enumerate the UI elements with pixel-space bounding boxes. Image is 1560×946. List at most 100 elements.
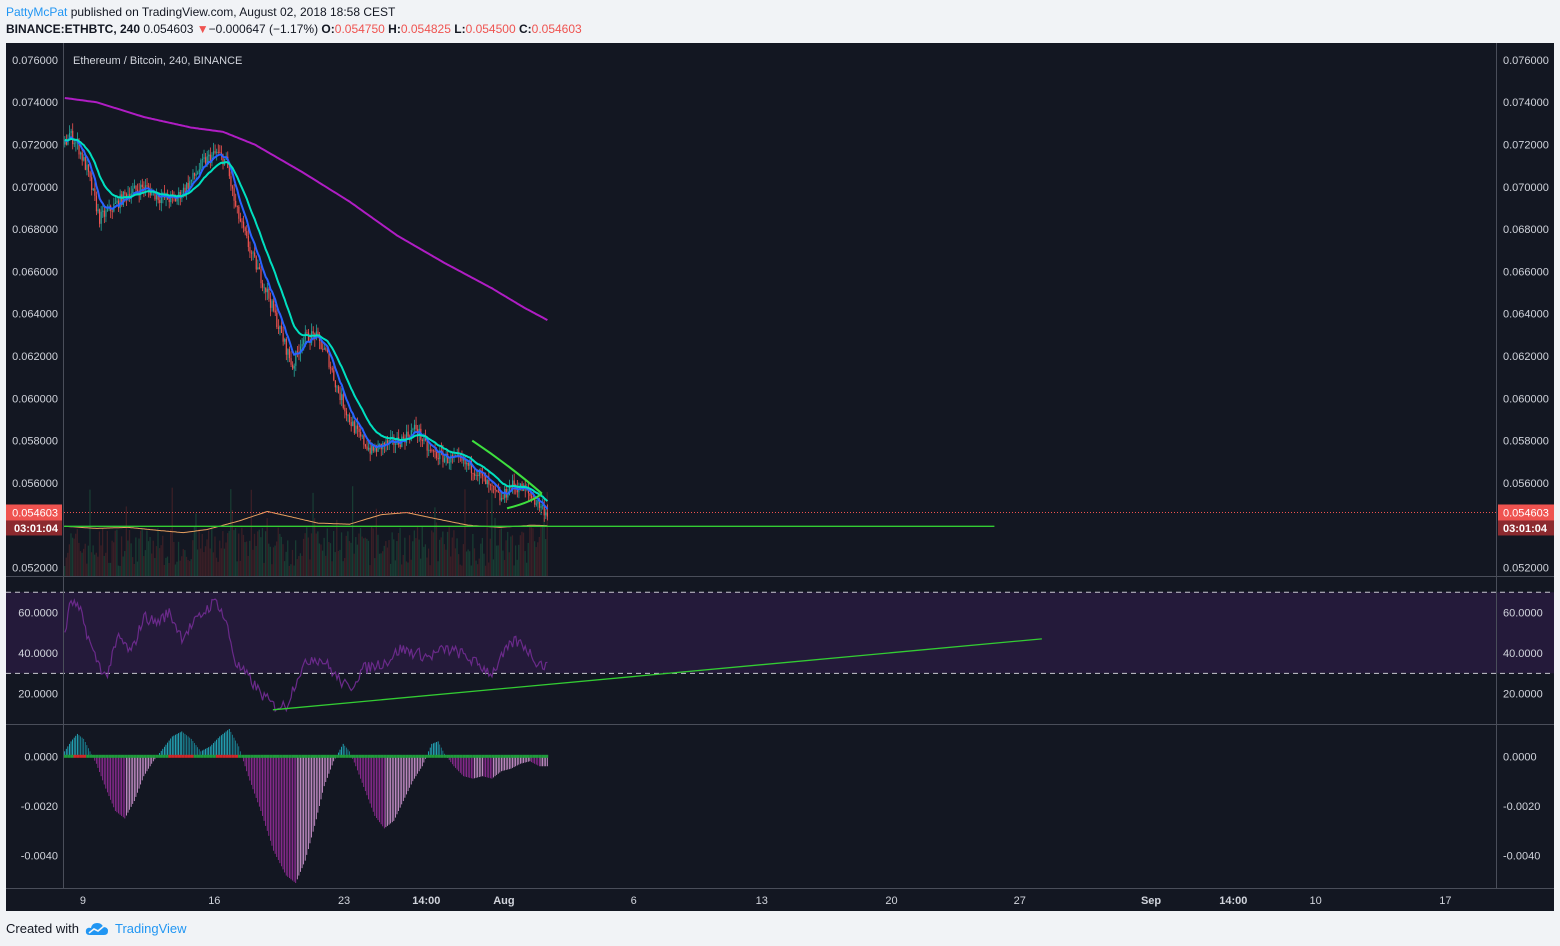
zero-line-marker	[478, 754, 482, 758]
histogram-bar	[353, 756, 355, 763]
volume-bar	[350, 542, 352, 576]
candle-body	[500, 497, 503, 501]
candle-body	[265, 287, 267, 293]
candle-body	[293, 365, 295, 369]
zero-line-marker	[260, 754, 264, 758]
histogram-bar	[510, 756, 512, 769]
candle-body	[244, 227, 246, 232]
zero-line-marker	[215, 754, 220, 758]
rsi-line	[64, 598, 548, 713]
volume-bar	[404, 537, 406, 576]
chart-svg[interactable]: Ethereum / Bitcoin, 240, BINANCE 0.07600…	[6, 43, 1554, 911]
candle-body	[429, 449, 431, 451]
candle-body	[192, 172, 194, 180]
publish-info: PattyMcPat published on TradingView.com,…	[6, 4, 395, 20]
histogram-bar	[67, 746, 69, 757]
histogram-bar	[440, 747, 442, 757]
volume-bar	[415, 538, 417, 576]
candle-body	[534, 499, 536, 505]
rsi-pane[interactable]	[6, 591, 1554, 713]
rsi-tick-left: 20.0000	[18, 689, 58, 701]
histogram-bar	[201, 750, 203, 757]
volume-bar	[245, 541, 248, 576]
zero-line-marker	[412, 754, 416, 758]
countdown-badge	[1498, 520, 1554, 536]
candle-body	[195, 174, 197, 176]
candle-body	[542, 505, 544, 507]
histogram-pane[interactable]	[64, 728, 549, 884]
candle-body	[379, 443, 381, 445]
volume-bar	[329, 543, 332, 576]
histogram-bar	[126, 756, 127, 816]
candle-body	[436, 451, 438, 458]
candle-body	[159, 200, 161, 203]
histogram-bar	[317, 756, 319, 813]
volume-bar	[348, 541, 351, 576]
brand-link[interactable]: TradingView	[85, 920, 187, 938]
candle-body	[371, 445, 373, 454]
histogram-bar	[69, 743, 70, 757]
candle-body	[330, 367, 332, 369]
histogram-bar	[542, 756, 543, 767]
volume-bar	[151, 553, 153, 576]
zero-line-marker	[257, 754, 261, 758]
candle-body	[477, 475, 479, 477]
histogram-bar	[159, 752, 161, 757]
histogram-bar	[254, 756, 255, 794]
zero-line-marker	[383, 754, 387, 758]
histogram-bar	[75, 735, 77, 757]
candle-body	[292, 364, 294, 369]
candle-body	[287, 349, 289, 355]
zero-line-marker	[535, 754, 539, 758]
histogram-bar	[361, 756, 363, 783]
histogram-bar	[288, 756, 290, 879]
histogram-bar	[111, 756, 113, 804]
histogram-bar	[163, 746, 165, 757]
rsi-tick-right: 20.0000	[1503, 689, 1543, 701]
volume-bar	[274, 545, 276, 576]
volume-bar	[495, 545, 498, 576]
volume-bar	[418, 539, 420, 576]
candle-body	[280, 325, 283, 334]
histogram-bar	[295, 756, 297, 884]
zero-line-marker	[364, 754, 368, 758]
histogram-bar	[116, 756, 118, 813]
volume-bar	[540, 525, 542, 576]
zero-line-marker	[393, 754, 397, 758]
histogram-bar	[244, 756, 246, 767]
candle-body	[432, 450, 435, 452]
histogram-bar	[401, 756, 403, 805]
zero-line-marker	[79, 754, 83, 758]
candle-body	[260, 268, 262, 284]
volume-bar	[307, 537, 309, 576]
author-link[interactable]: PattyMcPat	[6, 5, 68, 19]
volume-bar	[138, 538, 140, 576]
hist-tick-right: 0.0000	[1503, 751, 1537, 763]
candle-body	[92, 188, 94, 190]
chart-area[interactable]: Ethereum / Bitcoin, 240, BINANCE 0.07600…	[6, 43, 1554, 911]
histogram-bar	[225, 731, 227, 757]
histogram-bar	[431, 743, 433, 757]
price-tick-right: 0.072000	[1503, 140, 1549, 152]
candle-body	[216, 151, 218, 153]
candle-body	[228, 168, 230, 177]
zero-line-marker	[355, 754, 359, 758]
volume-bar	[209, 548, 211, 576]
volume-bar	[217, 561, 219, 576]
candle-body	[157, 194, 159, 201]
price-pane[interactable]: Ethereum / Bitcoin, 240, BINANCE	[64, 55, 1496, 576]
zero-line-marker	[538, 754, 542, 758]
candle-body	[214, 151, 216, 153]
histogram-bar	[181, 731, 183, 757]
countdown-badge	[6, 520, 62, 536]
close-value: 0.054603	[531, 22, 582, 36]
candle-body	[67, 140, 69, 145]
candle-body	[75, 142, 77, 144]
candle-body	[502, 497, 504, 499]
volume-bar	[114, 530, 116, 576]
candle-body	[95, 195, 98, 212]
candle-body	[462, 458, 465, 461]
histogram-bar	[516, 756, 518, 766]
zero-line-marker	[263, 754, 267, 758]
candle-body	[301, 344, 303, 347]
